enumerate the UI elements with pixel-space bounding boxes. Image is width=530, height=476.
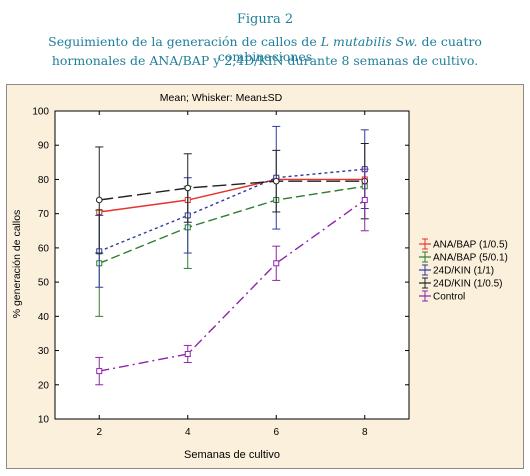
y-tick-label: 100	[32, 107, 49, 118]
figure-label: Figura 2	[236, 12, 294, 27]
y-tick-label: 70	[38, 209, 50, 220]
caption-line-1-pre: Seguimiento de la generación de callos d…	[48, 34, 321, 49]
caption-species: L mutabilis Sw.	[320, 34, 418, 49]
data-point	[95, 196, 103, 204]
x-tick-label: 6	[273, 427, 279, 438]
series-5	[95, 168, 369, 386]
legend-label: Control	[433, 292, 465, 303]
caption-line-2: hormonales de ANA/BAP y 2,4D/KIN durante…	[51, 53, 479, 68]
x-tick-label: 4	[185, 427, 191, 438]
legend-entry: 24D/KIN (1/0.5)	[419, 277, 502, 290]
caption-line-1-post: de cuatro combinaciones	[217, 34, 482, 64]
x-tick-label: 2	[96, 427, 102, 438]
y-tick-label: 30	[38, 346, 50, 357]
series-line	[99, 199, 366, 372]
y-tick-label: 10	[38, 415, 50, 426]
legend-entry: 24D/KIN (1/1)	[419, 264, 494, 277]
x-tick-label: 8	[362, 427, 368, 438]
legend-entry: ANA/BAP (5/0.1)	[419, 251, 508, 264]
legend-label: 24D/KIN (1/1)	[433, 266, 494, 277]
y-axis-label: % generación de callos	[11, 210, 23, 319]
data-point	[272, 177, 280, 185]
series-line	[99, 178, 365, 213]
y-tick-label: 80	[38, 175, 50, 186]
series-line	[99, 185, 365, 264]
series-line	[99, 168, 365, 252]
legend-entry: ANA/BAP (1/0.5)	[419, 238, 508, 251]
data-point	[361, 196, 368, 203]
series-4	[95, 143, 369, 254]
data-point	[184, 350, 191, 357]
chart-title: Mean; Whisker: Mean±SD	[160, 92, 283, 104]
y-tick-label: 60	[38, 243, 50, 254]
x-axis-label: Semanas de cultivo	[184, 449, 280, 461]
series-line	[99, 180, 365, 201]
data-point	[184, 184, 192, 192]
legend-label: ANA/BAP (5/0.1)	[433, 253, 508, 264]
y-tick-label: 20	[38, 380, 50, 391]
legend-label: ANA/BAP (1/0.5)	[433, 240, 508, 251]
y-tick-label: 40	[38, 312, 50, 323]
legend-entry: Control	[419, 290, 465, 303]
data-point	[273, 260, 280, 267]
legend-label: 24D/KIN (1/0.5)	[433, 279, 502, 290]
caption-line-1: Seguimiento de la generación de callos d…	[0, 34, 530, 64]
y-tick-label: 90	[38, 141, 50, 152]
y-tick-label: 50	[38, 278, 50, 289]
data-point	[96, 368, 103, 375]
plot-area	[54, 110, 410, 420]
